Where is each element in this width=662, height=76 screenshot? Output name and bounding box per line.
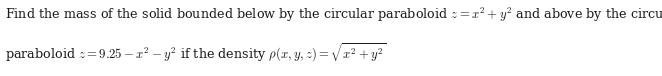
Text: paraboloid $z = 9.25 - x^2 - y^2$ if the density $\rho(x, y, z) = \sqrt{x^2 + y^: paraboloid $z = 9.25 - x^2 - y^2$ if the… bbox=[5, 41, 387, 64]
Text: Find the mass of the solid bounded below by the circular paraboloid $z = x^2 + y: Find the mass of the solid bounded below… bbox=[5, 5, 662, 23]
